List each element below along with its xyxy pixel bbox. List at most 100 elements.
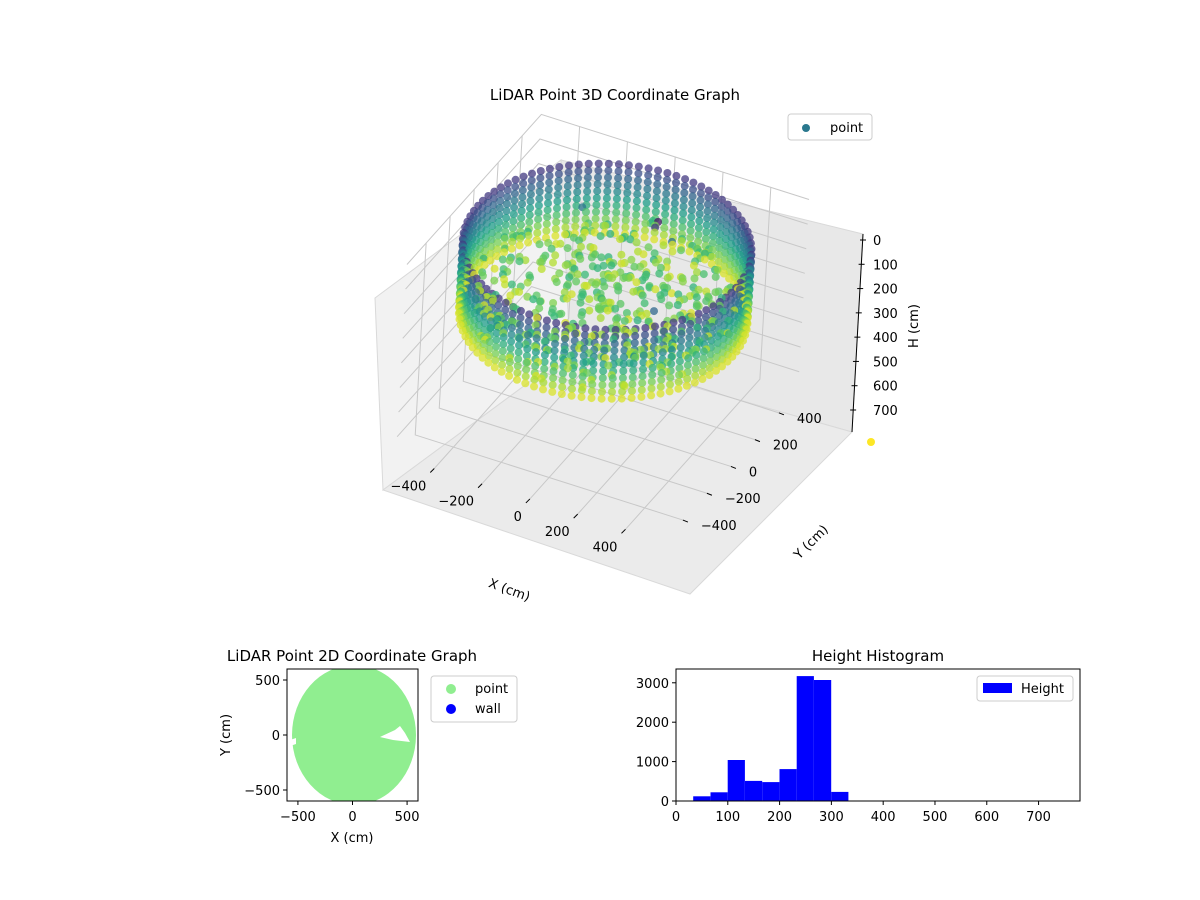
point-3d — [680, 182, 689, 190]
point-3d — [656, 389, 665, 398]
point-3d — [723, 200, 732, 209]
point-3d — [715, 237, 724, 245]
x-tick-mark-3d — [429, 468, 435, 473]
z-tick-label-3d: 700 — [873, 404, 898, 419]
point-3d — [623, 188, 632, 197]
point-3d — [502, 200, 511, 209]
point-3d — [535, 187, 544, 196]
point-3d — [495, 217, 503, 226]
point-3d — [622, 209, 631, 218]
point-3d — [527, 176, 536, 185]
point-3d — [532, 334, 541, 343]
point-3d — [617, 259, 626, 268]
point-3d — [639, 365, 647, 374]
x-ticks-2d: −500 0 500 — [280, 801, 419, 825]
point-3d — [672, 171, 681, 180]
point-3d — [492, 328, 501, 337]
point-3d — [717, 209, 726, 218]
point-3d — [527, 183, 536, 192]
point-3d — [699, 354, 708, 363]
point-3d — [516, 220, 525, 229]
point-3d — [668, 247, 677, 256]
y-tick-mark-3d — [778, 412, 785, 416]
point-3d — [530, 382, 538, 391]
z-tick-label-3d: 0 — [873, 234, 881, 249]
point-3d — [621, 223, 630, 232]
point-3d — [486, 249, 495, 258]
point-3d — [628, 380, 637, 389]
point-3d — [704, 186, 713, 195]
point-3d — [473, 348, 482, 357]
point-3d — [620, 353, 628, 362]
point-3d — [671, 185, 680, 194]
point-3d — [686, 226, 695, 235]
legend-2d: point wall — [430, 675, 518, 723]
point-3d — [507, 337, 516, 346]
point-3d — [610, 346, 619, 355]
legend-2d-point-marker — [446, 684, 456, 694]
point-3d — [641, 324, 650, 332]
point-3d — [490, 276, 499, 285]
point-3d — [533, 314, 541, 322]
point-3d — [503, 186, 512, 195]
point-3d — [666, 380, 674, 389]
point-3d — [493, 245, 502, 254]
point-3d — [603, 180, 612, 189]
point-3d — [584, 159, 593, 168]
point-3d — [669, 325, 678, 334]
point-3d — [612, 208, 621, 217]
x-tick-mark-3d — [477, 483, 483, 489]
point-3d — [680, 188, 689, 197]
point-3d — [565, 273, 574, 282]
point-3d — [660, 224, 669, 233]
y-tick-label-2d: 500 — [255, 674, 280, 689]
point-3d — [652, 200, 661, 209]
point-3d — [583, 187, 592, 196]
point-3d — [723, 207, 732, 216]
point-3d — [510, 189, 519, 198]
y-axis-label-3d: Y (cm) — [791, 522, 832, 563]
point-3d — [716, 216, 725, 225]
z-tick-label-3d: 100 — [873, 258, 898, 273]
point-3d — [490, 187, 499, 196]
point-3d — [665, 301, 674, 310]
x-axis-3d: −400 −200 0 200 400 X (cm) — [391, 468, 626, 605]
point-3d — [688, 199, 697, 208]
point-3d — [674, 384, 683, 393]
point-3d — [540, 350, 549, 359]
point-3d — [677, 246, 685, 255]
point-3d — [489, 208, 498, 217]
point-3d — [641, 219, 650, 228]
point-3d — [651, 285, 660, 294]
legend-3d-box — [787, 113, 873, 141]
point-3d — [695, 216, 704, 225]
y-tick-label-3d: 400 — [797, 412, 822, 427]
point-3d — [710, 211, 719, 220]
point-3d — [691, 364, 700, 373]
point-3d — [709, 302, 718, 311]
point-3d — [722, 221, 731, 230]
point-3d — [694, 223, 703, 232]
point-3d — [616, 299, 625, 308]
point-3d — [488, 215, 497, 224]
point-3d — [678, 315, 687, 324]
point-3d — [552, 278, 561, 287]
point-3d — [687, 213, 696, 222]
point-3d — [555, 163, 564, 171]
point-3d — [488, 222, 497, 230]
point-3d — [712, 366, 720, 375]
point-3d — [667, 359, 676, 368]
point-3d — [701, 313, 710, 321]
x-tick-label-2d: 0 — [348, 810, 356, 825]
point-3d — [686, 233, 695, 242]
point-3d — [639, 250, 648, 259]
point-3d — [583, 173, 592, 182]
point-3d — [544, 238, 553, 247]
point-3d — [563, 196, 571, 204]
point-3d — [542, 219, 551, 228]
point-3d — [657, 295, 666, 304]
point-3d — [553, 204, 561, 213]
point-3d — [661, 196, 670, 205]
point-3d — [619, 274, 628, 283]
point-3d — [485, 344, 494, 353]
